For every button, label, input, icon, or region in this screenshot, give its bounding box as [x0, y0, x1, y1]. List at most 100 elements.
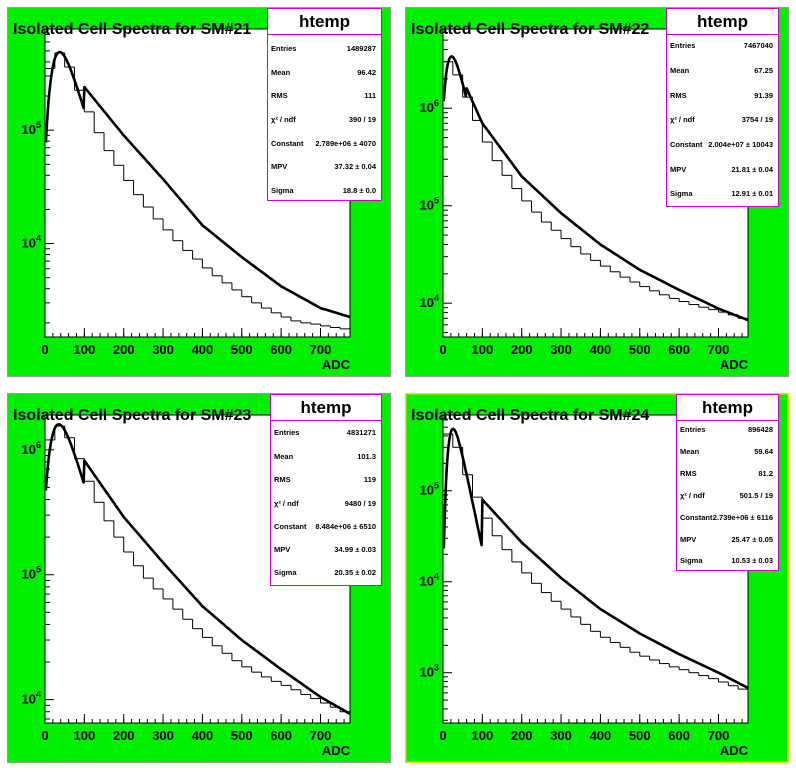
x-axis-label: ADC	[322, 357, 351, 372]
x-tick-label: 600	[270, 342, 292, 357]
x-tick-label: 300	[152, 342, 174, 357]
y-tick-label: 106	[420, 98, 439, 115]
fit-curve	[44, 423, 351, 715]
stats-key: RMS	[271, 91, 288, 100]
x-tick-label: 100	[472, 342, 494, 357]
stats-value: 25.47 ± 0.05	[731, 535, 773, 544]
y-tick-label: 103	[420, 663, 439, 680]
x-axis-label: ADC	[720, 743, 749, 758]
stats-title: htemp	[667, 9, 778, 35]
stats-value: 2.789e+06 ± 4070	[315, 139, 376, 148]
stats-key: Sigma	[271, 186, 294, 195]
stats-value: 96.42	[357, 68, 376, 77]
y-tick-label: 105	[420, 481, 439, 498]
stats-key: Entries	[271, 44, 297, 53]
x-tick-label: 700	[310, 728, 332, 743]
stats-title: htemp	[271, 395, 381, 421]
chart-title: Isolated Cell Spectra for SM#23	[13, 407, 251, 424]
chart-title: Isolated Cell Spectra for SM#22	[411, 21, 649, 38]
y-tick-label: 105	[22, 120, 41, 137]
y-tick-label: 106	[22, 440, 41, 457]
stats-key: Constant	[670, 140, 703, 149]
stats-box: htemp Entries 4831271 Mean 101.3 RMS 119 χ²…	[270, 394, 382, 586]
x-tick-label: 500	[629, 342, 651, 357]
chart-title: Isolated Cell Spectra for SM#21	[13, 21, 251, 38]
stats-key: Mean	[670, 66, 690, 75]
x-tick-label: 400	[192, 342, 214, 357]
stats-key: Sigma	[680, 556, 703, 565]
stats-value: 67.25	[754, 66, 773, 75]
y-tick-label: 104	[420, 572, 439, 589]
fit-curve	[44, 50, 351, 319]
stats-key: MPV	[271, 162, 288, 171]
y-tick-label: 104	[22, 690, 41, 707]
x-tick-label: 100	[74, 342, 96, 357]
pad-sm23: 0 100 200 300 400 500 600 700 104 105 106 ADC Isolat…	[7, 393, 391, 763]
x-tick-label: 500	[629, 728, 651, 743]
x-tick-label: 100	[74, 728, 96, 743]
x-tick-label: 200	[511, 728, 533, 743]
stats-value: 20.35 ± 0.02	[334, 568, 376, 577]
stats-value: 4831271	[346, 428, 376, 437]
x-tick-label: 600	[668, 342, 690, 357]
stats-value: 2.004e+07 ± 10043	[708, 140, 773, 149]
x-tick-label: 300	[152, 728, 174, 743]
stats-value: 896428	[747, 425, 773, 434]
stats-key: Constant	[274, 522, 307, 531]
stats-key: Constant	[680, 513, 713, 522]
stats-value: 119	[363, 475, 376, 484]
stats-value: 21.81 ± 0.04	[731, 165, 773, 174]
stats-key: MPV	[274, 545, 291, 554]
stats-value: 18.8 ± 0.0	[342, 186, 376, 195]
x-tick-label: 600	[668, 728, 690, 743]
stats-key: RMS	[680, 469, 697, 478]
y-tick-label: 104	[420, 293, 439, 310]
stats-key: χ² / ndf	[670, 115, 695, 124]
x-tick-label: 700	[708, 342, 730, 357]
stats-box: htemp Entries 7467040 Mean 67.25 RMS 91.39 …	[666, 8, 779, 207]
stats-value: 91.39	[754, 91, 773, 100]
pad-sm22: 0 100 200 300 400 500 600 700 104 105 106 ADC Isolat…	[405, 7, 789, 377]
x-tick-label: 700	[708, 728, 730, 743]
stats-value: 8.484e+06 ± 6510	[315, 522, 376, 531]
stats-value: 81.2	[758, 469, 773, 478]
x-tick-label: 0	[439, 728, 446, 743]
x-tick-label: 400	[192, 728, 214, 743]
stats-key: Entries	[274, 428, 300, 437]
stats-key: Mean	[680, 447, 700, 456]
stats-key: RMS	[274, 475, 291, 484]
x-tick-label: 300	[550, 728, 572, 743]
x-tick-label: 0	[41, 728, 48, 743]
x-tick-label: 200	[113, 728, 135, 743]
stats-value: 111	[364, 91, 376, 100]
x-tick-label: 200	[511, 342, 533, 357]
stats-value: 10.53 ± 0.03	[731, 556, 773, 565]
x-tick-label: 100	[472, 728, 494, 743]
stats-key: MPV	[680, 535, 697, 544]
stats-key: RMS	[670, 91, 687, 100]
stats-box: htemp Entries 1489287 Mean 96.42 RMS 111 χ²…	[267, 8, 382, 201]
x-tick-label: 400	[590, 728, 612, 743]
fit-curve	[442, 55, 749, 322]
stats-value: 34.99 ± 0.03	[334, 545, 376, 554]
stats-title: htemp	[268, 9, 381, 35]
pad-sm24: 0 100 200 300 400 500 600 700 103 104 105 ADC Isolat…	[405, 393, 789, 763]
x-tick-label: 400	[590, 342, 612, 357]
stats-key: MPV	[670, 165, 687, 174]
stats-key: Sigma	[670, 189, 693, 198]
stats-value: 9480 / 19	[344, 499, 376, 508]
x-axis-label: ADC	[720, 357, 749, 372]
x-tick-label: 200	[113, 342, 135, 357]
stats-key: Mean	[274, 452, 294, 461]
stats-value: 501.5 / 19	[739, 491, 773, 500]
stats-key: χ² / ndf	[274, 499, 299, 508]
chart-title: Isolated Cell Spectra for SM#24	[411, 407, 649, 424]
x-tick-label: 0	[41, 342, 48, 357]
stats-key: Mean	[271, 68, 291, 77]
x-tick-label: 500	[231, 728, 253, 743]
stats-value: 7467040	[743, 41, 773, 50]
stats-title: htemp	[677, 395, 778, 421]
stats-box: htemp Entries 896428 Mean 59.64 RMS 81.2 χ²…	[676, 394, 779, 571]
stats-value: 12.91 ± 0.01	[731, 189, 773, 198]
stats-value: 1489287	[346, 44, 376, 53]
